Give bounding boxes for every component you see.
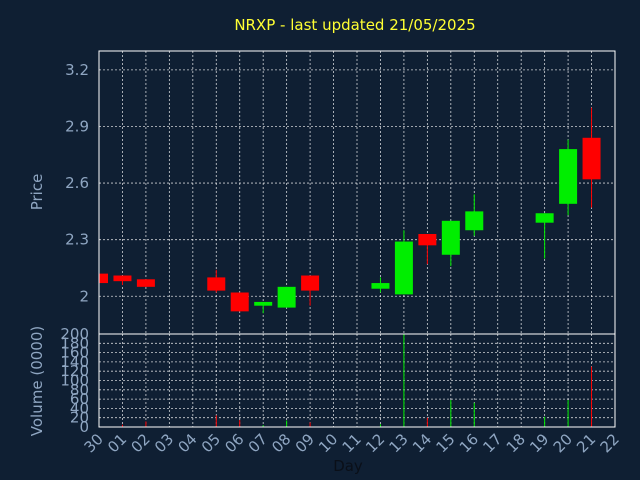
candle-body (559, 149, 578, 204)
x-tick-label: 06 (221, 430, 247, 456)
x-tick-label: 18 (503, 430, 529, 456)
volume-y-tick-label: 40 (70, 399, 89, 417)
volume-axis-label: Volume (0000) (28, 326, 46, 436)
x-tick-label: 05 (198, 430, 224, 456)
candle-body (465, 211, 484, 231)
x-ticks: 3001020304050607080910111213141516171819… (81, 430, 623, 456)
volume-y-tick-label: 120 (60, 362, 89, 380)
price-y-tick-label: 3.2 (65, 61, 89, 79)
candle-body (371, 283, 390, 289)
volume-y-tick-label: 20 (70, 409, 89, 427)
volume-y-tick-label: 160 (60, 344, 89, 362)
chart-title: NRXP - last updated 21/05/2025 (234, 16, 475, 34)
price-y-tick-label: 2.6 (65, 174, 89, 192)
x-tick-label: 22 (597, 430, 623, 456)
x-tick-label: 21 (573, 430, 599, 456)
price-candles (98, 107, 601, 314)
panel-frames (98, 50, 616, 428)
candle-body (277, 286, 296, 308)
x-tick-label: 02 (128, 430, 154, 456)
candle-body (301, 275, 320, 291)
volume-y-tick-label: 180 (60, 334, 89, 352)
volume-y-tick-label: 100 (60, 372, 89, 390)
price-y-ticks: 3.2 2.9 2.6 2.3 2 (65, 61, 89, 305)
candle-body (136, 279, 155, 287)
candle-body (418, 234, 437, 246)
x-tick-label: 08 (268, 430, 294, 456)
x-tick-label: 16 (456, 430, 482, 456)
volume-y-tick-label: 60 (70, 390, 89, 408)
volume-y-tick-label: 0 (79, 418, 89, 436)
x-tick-label: 15 (432, 430, 458, 456)
x-tick-label: 07 (245, 430, 271, 456)
x-tick-label: 11 (339, 430, 365, 456)
volume-panel-frame (98, 333, 616, 428)
volume-y-tick-label: 140 (60, 353, 89, 371)
x-tick-label: 12 (362, 430, 388, 456)
volume-y-tick-label: 200 (60, 325, 89, 343)
price-gridlines (99, 51, 615, 334)
x-tick-label: 10 (315, 430, 341, 456)
x-tick-label: 17 (479, 430, 505, 456)
x-tick-label: 13 (386, 430, 412, 456)
candle-body (113, 275, 132, 282)
candle-body (99, 273, 108, 284)
x-tick-label: 01 (104, 430, 130, 456)
candle-body (582, 137, 601, 180)
price-y-tick-label: 2.9 (65, 117, 89, 135)
candle-body (441, 220, 460, 255)
candle-body (207, 277, 226, 291)
x-tick-label: 04 (174, 430, 200, 456)
volume-gridlines (99, 334, 615, 427)
x-tick-label: 03 (151, 430, 177, 456)
candle-body (535, 213, 554, 223)
x-tick-label: 19 (526, 430, 552, 456)
price-y-tick-label: 2.3 (65, 231, 89, 249)
candle-body (394, 241, 413, 295)
price-axis-label: Price (28, 174, 46, 211)
price-y-tick-label: 2 (79, 287, 89, 305)
candle-body (254, 301, 273, 306)
x-axis-label: Day (333, 457, 363, 475)
x-tick-label: 09 (292, 430, 318, 456)
candle-body (230, 292, 249, 312)
x-tick-label: 20 (550, 430, 576, 456)
x-tick-label: 14 (409, 430, 435, 456)
volume-y-tick-label: 80 (70, 381, 89, 399)
